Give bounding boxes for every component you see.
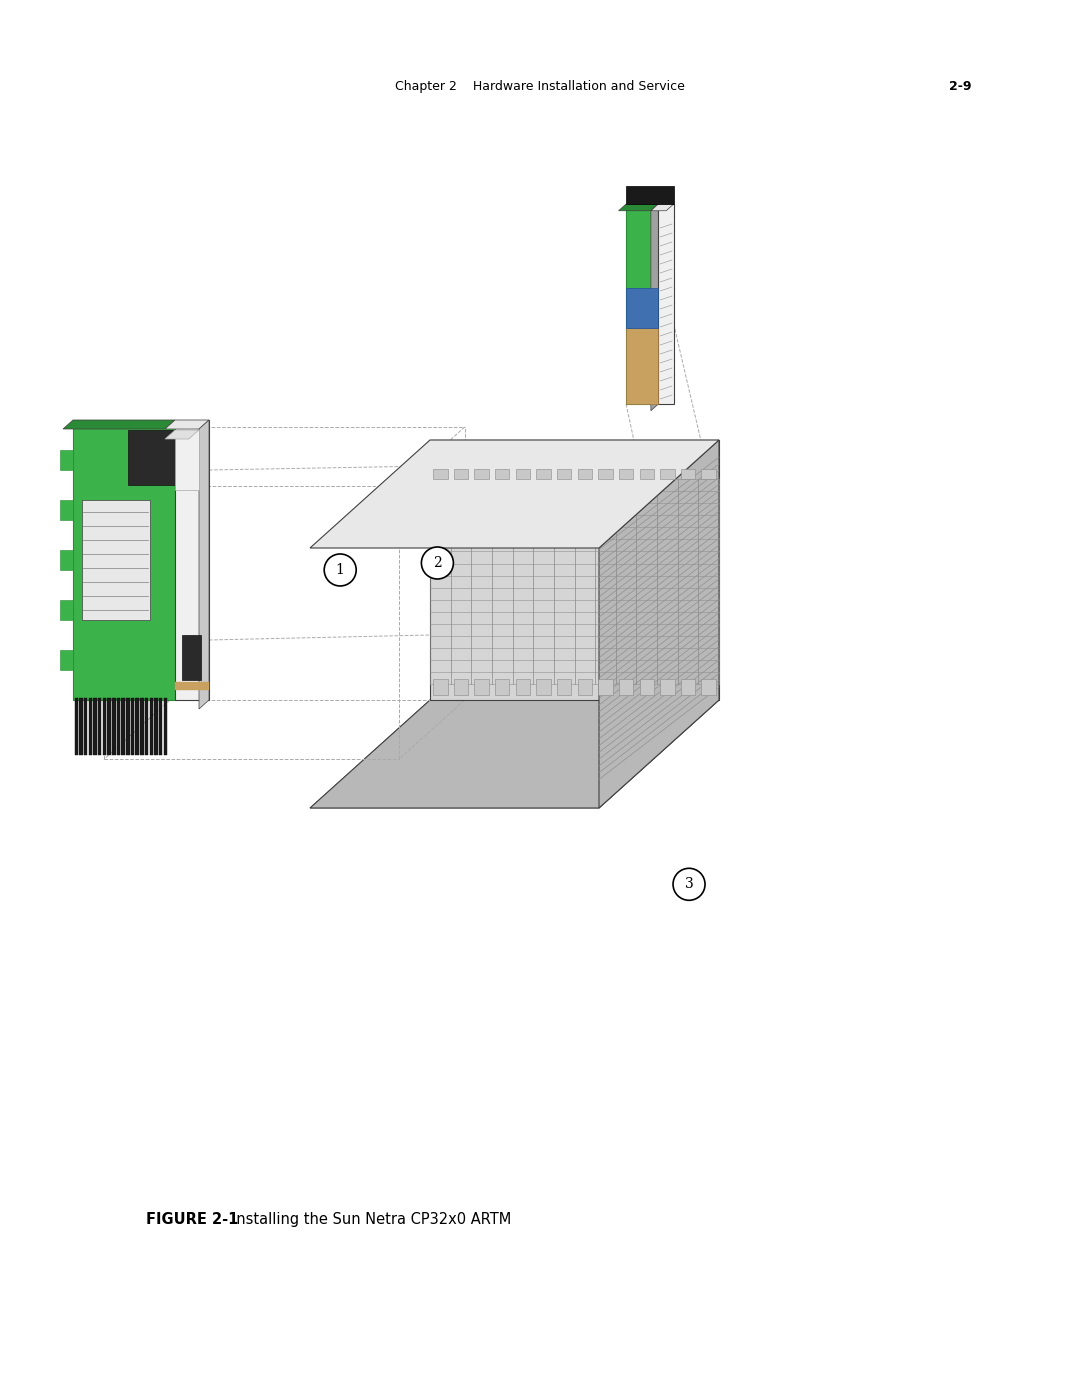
Polygon shape bbox=[680, 468, 696, 479]
Polygon shape bbox=[175, 682, 210, 690]
Polygon shape bbox=[599, 440, 719, 807]
Polygon shape bbox=[175, 420, 210, 700]
Polygon shape bbox=[181, 636, 201, 680]
Text: Installing the Sun Netra CP32x0 ARTM: Installing the Sun Netra CP32x0 ARTM bbox=[232, 1211, 512, 1227]
Polygon shape bbox=[515, 468, 530, 479]
Text: 1: 1 bbox=[336, 563, 345, 577]
Polygon shape bbox=[163, 698, 167, 754]
Polygon shape bbox=[140, 698, 144, 754]
Polygon shape bbox=[626, 328, 659, 404]
Circle shape bbox=[421, 548, 454, 578]
Polygon shape bbox=[537, 679, 551, 694]
Polygon shape bbox=[126, 698, 130, 754]
Polygon shape bbox=[165, 420, 210, 429]
Polygon shape bbox=[60, 500, 73, 520]
Polygon shape bbox=[557, 679, 571, 694]
Polygon shape bbox=[680, 679, 696, 694]
Polygon shape bbox=[537, 468, 551, 479]
Polygon shape bbox=[651, 204, 659, 411]
Polygon shape bbox=[75, 698, 78, 754]
Circle shape bbox=[324, 555, 356, 585]
Polygon shape bbox=[659, 204, 674, 404]
Polygon shape bbox=[310, 700, 719, 807]
Polygon shape bbox=[310, 440, 719, 548]
Polygon shape bbox=[619, 468, 633, 479]
Polygon shape bbox=[515, 679, 530, 694]
Polygon shape bbox=[89, 698, 92, 754]
Polygon shape bbox=[60, 550, 73, 570]
Polygon shape bbox=[159, 698, 162, 754]
Polygon shape bbox=[149, 698, 153, 754]
Polygon shape bbox=[639, 468, 654, 479]
Polygon shape bbox=[626, 186, 674, 204]
Text: 3: 3 bbox=[685, 877, 693, 891]
Polygon shape bbox=[619, 679, 633, 694]
Polygon shape bbox=[84, 698, 87, 754]
Polygon shape bbox=[175, 430, 199, 490]
Polygon shape bbox=[598, 679, 612, 694]
Polygon shape bbox=[433, 679, 447, 694]
Text: 2: 2 bbox=[433, 556, 442, 570]
Polygon shape bbox=[619, 204, 659, 211]
Polygon shape bbox=[79, 698, 83, 754]
Polygon shape bbox=[121, 698, 125, 754]
Polygon shape bbox=[129, 430, 175, 485]
Polygon shape bbox=[454, 468, 469, 479]
Polygon shape bbox=[495, 679, 510, 694]
Polygon shape bbox=[60, 650, 73, 671]
Polygon shape bbox=[135, 698, 139, 754]
Polygon shape bbox=[454, 679, 469, 694]
Polygon shape bbox=[651, 204, 674, 211]
Polygon shape bbox=[63, 420, 175, 429]
Polygon shape bbox=[199, 420, 210, 710]
Polygon shape bbox=[660, 468, 675, 479]
Polygon shape bbox=[557, 468, 571, 479]
Polygon shape bbox=[93, 698, 97, 754]
Polygon shape bbox=[145, 698, 148, 754]
Polygon shape bbox=[701, 679, 716, 694]
Polygon shape bbox=[131, 698, 134, 754]
Polygon shape bbox=[81, 500, 149, 620]
Text: FIGURE 2-1: FIGURE 2-1 bbox=[146, 1211, 239, 1227]
Polygon shape bbox=[474, 679, 489, 694]
Polygon shape bbox=[107, 698, 111, 754]
Polygon shape bbox=[639, 679, 654, 694]
Text: Chapter 2    Hardware Installation and Service: Chapter 2 Hardware Installation and Serv… bbox=[395, 80, 685, 94]
Polygon shape bbox=[660, 679, 675, 694]
Polygon shape bbox=[598, 468, 612, 479]
Polygon shape bbox=[117, 698, 120, 754]
Polygon shape bbox=[626, 288, 659, 328]
Polygon shape bbox=[103, 698, 106, 754]
Polygon shape bbox=[578, 679, 592, 694]
Text: 2-9: 2-9 bbox=[948, 80, 971, 94]
Polygon shape bbox=[98, 698, 102, 754]
Polygon shape bbox=[60, 450, 73, 469]
Polygon shape bbox=[433, 468, 447, 479]
Circle shape bbox=[673, 869, 705, 900]
Polygon shape bbox=[495, 468, 510, 479]
Polygon shape bbox=[578, 468, 592, 479]
Polygon shape bbox=[474, 468, 489, 479]
Polygon shape bbox=[112, 698, 116, 754]
Polygon shape bbox=[165, 430, 199, 439]
Polygon shape bbox=[430, 440, 719, 700]
Polygon shape bbox=[310, 700, 719, 807]
Polygon shape bbox=[60, 599, 73, 620]
Polygon shape bbox=[73, 420, 175, 700]
Polygon shape bbox=[154, 698, 158, 754]
Polygon shape bbox=[626, 204, 659, 404]
Polygon shape bbox=[701, 468, 716, 479]
